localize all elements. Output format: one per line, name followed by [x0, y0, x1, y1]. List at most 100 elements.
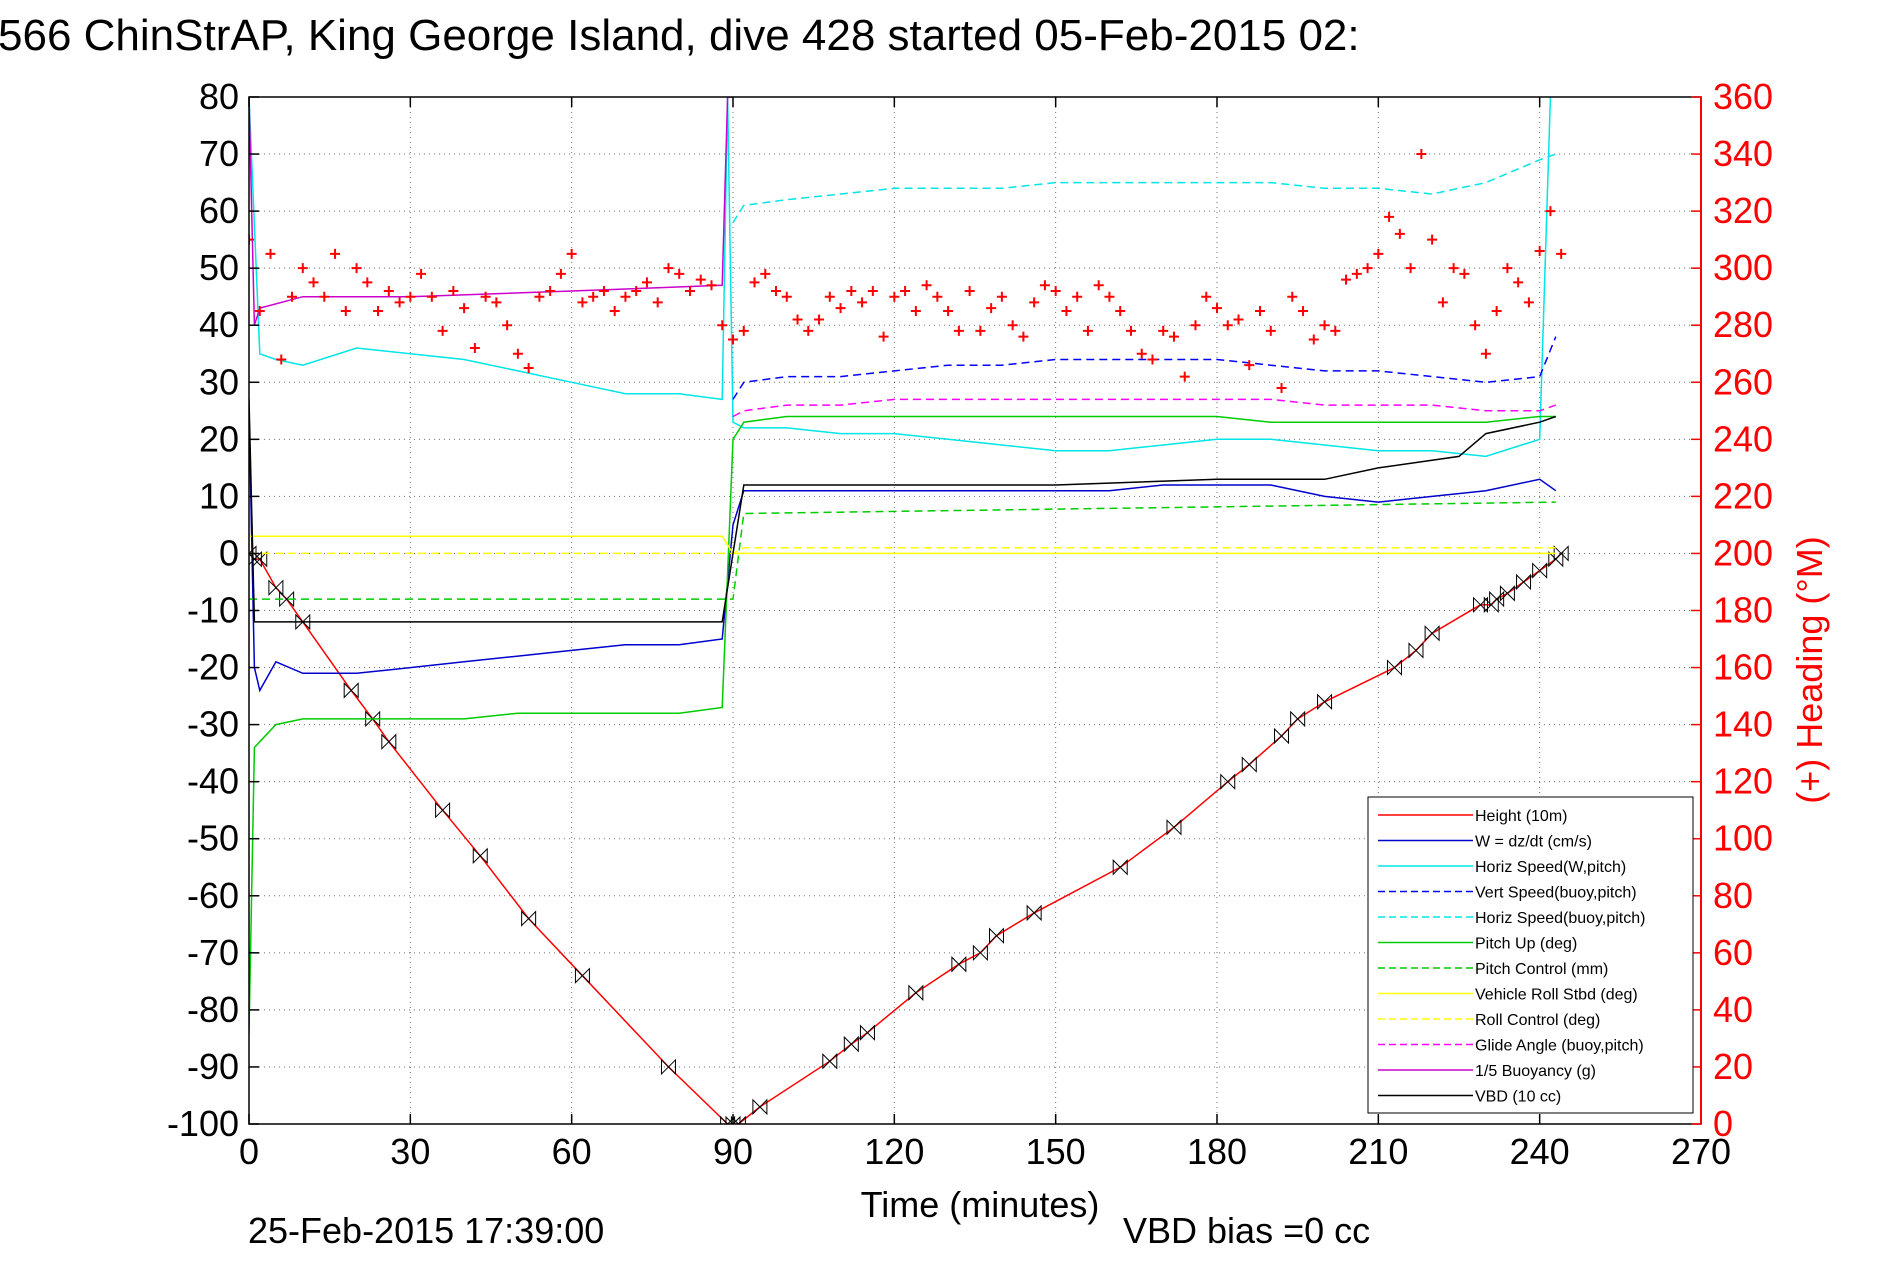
y-left-tick-label: 60 [199, 190, 239, 231]
legend-box [1367, 796, 1694, 1114]
series-line-horiz-speed-buoy-pitch [732, 153, 1557, 223]
heading-marker [717, 320, 728, 331]
heading-marker [1276, 382, 1287, 393]
y-left-tick-label: 40 [199, 304, 239, 345]
heading-marker [1233, 314, 1244, 325]
height-marker [752, 1098, 768, 1116]
heading-marker [771, 285, 782, 296]
heading-marker [760, 268, 771, 279]
heading-marker [1427, 234, 1438, 245]
heading-marker [577, 297, 588, 308]
legend-label: Height (10m) [1475, 808, 1567, 825]
heading-marker [1147, 354, 1158, 365]
heading-marker [1384, 211, 1395, 222]
heading-marker [491, 297, 502, 308]
heading-marker [1125, 325, 1136, 336]
x-tick-label: 270 [1671, 1131, 1731, 1172]
heading-marker [1513, 277, 1524, 288]
heading-marker [792, 314, 803, 325]
heading-marker [1212, 303, 1222, 314]
height-marker [1241, 756, 1257, 773]
vbd-bias-label: VBD bias =0 cc [1123, 1210, 1370, 1251]
legend-label: Vert Speed(buoy,pitch) [1475, 885, 1637, 902]
tick-layer: 0 30 60 90 120 150 180 210 240 270 80 70 60 50 40 30 20 1… [167, 76, 1773, 1172]
height-marker [725, 1115, 741, 1124]
y-right-tick-label: 220 [1713, 475, 1773, 516]
height-marker [660, 1058, 676, 1076]
heading-marker [287, 291, 298, 302]
heading-marker [706, 280, 717, 291]
heading-marker [609, 305, 620, 316]
heading-marker [1448, 263, 1459, 274]
y-left-tick-label: -50 [187, 818, 239, 859]
heading-marker [695, 274, 706, 285]
heading-marker [469, 343, 480, 354]
heading-marker [383, 285, 394, 296]
heading-marker [566, 248, 577, 259]
heading-marker [781, 291, 792, 302]
heading-marker [276, 354, 287, 365]
heading-marker [641, 277, 652, 288]
series-line-pitch-up-deg [249, 415, 1556, 1033]
heading-marker [1093, 280, 1104, 291]
heading-marker [684, 285, 695, 296]
height-marker [1317, 693, 1333, 710]
legend: Height (10m) W = dz/dt (cm/s) Horiz Speed(… [1367, 796, 1694, 1114]
series-line-vbd-10-cc [249, 399, 1557, 623]
height-marker [859, 1024, 875, 1041]
heading-marker [1029, 297, 1040, 308]
height-marker [1166, 819, 1182, 836]
legend-label: VBD (10 cc) [1475, 1089, 1561, 1106]
heading-marker [308, 277, 319, 288]
y-right-tick-label: 0 [1713, 1103, 1733, 1144]
y-left-tick-label: 10 [199, 475, 239, 516]
heading-marker [1222, 320, 1233, 331]
heading-marker [1072, 291, 1083, 302]
heading-marker [1362, 263, 1373, 274]
y-right-tick-label: 100 [1713, 818, 1773, 859]
heading-marker [1405, 263, 1416, 274]
heading-marker [738, 325, 749, 336]
y-left-tick-label: -80 [187, 989, 239, 1030]
chart-title: 566 ChinStrAP, King George Island, dive … [0, 11, 1360, 60]
x-tick-label: 120 [864, 1131, 924, 1172]
y-right-tick-label: 260 [1713, 361, 1773, 402]
height-marker [972, 944, 988, 962]
series-line-vehicle-roll-stbd-deg [249, 535, 1556, 555]
y-left-tick-label: 20 [199, 418, 239, 459]
y-left-tick-label: 0 [219, 532, 239, 573]
heading-marker [1265, 325, 1276, 336]
y-right-tick-label: 60 [1713, 932, 1753, 973]
y-right-tick-label: 360 [1713, 76, 1773, 117]
height-marker [720, 1115, 736, 1124]
heading-marker [900, 285, 911, 296]
legend-label: Pitch Control (mm) [1475, 961, 1608, 978]
series-layer [249, 97, 1569, 1124]
heading-marker [1491, 305, 1502, 316]
height-marker [1424, 625, 1440, 642]
height-marker [822, 1053, 838, 1070]
heading-marker [265, 248, 276, 259]
series-line-pitch-control-mm [249, 501, 1556, 600]
heading-marker [351, 263, 362, 274]
heading-marker [943, 305, 954, 316]
heading-marker [663, 263, 674, 274]
heading-marker [1394, 228, 1405, 239]
heading-marker [1018, 331, 1029, 342]
height-marker [1499, 585, 1515, 602]
heading-marker [448, 285, 459, 296]
height-marker [989, 927, 1005, 944]
heading-marker [426, 291, 437, 302]
legend-label: Vehicle Roll Stbd (deg) [1475, 987, 1638, 1004]
heading-marker [1039, 280, 1050, 291]
x-tick-label: 210 [1348, 1131, 1408, 1172]
heading-marker [631, 285, 642, 296]
height-marker [279, 590, 295, 608]
height-marker [1386, 659, 1402, 676]
heading-marker [1534, 246, 1545, 257]
height-marker [843, 1035, 859, 1053]
heading-marker [502, 320, 513, 331]
heading-marker [1082, 325, 1093, 336]
y-left-tick-label: 70 [199, 133, 239, 174]
heading-marker [1373, 248, 1384, 259]
